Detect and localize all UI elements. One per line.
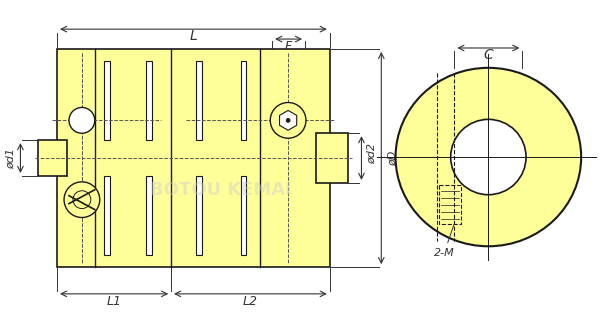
Text: L1: L1: [107, 295, 122, 308]
Circle shape: [64, 182, 100, 217]
Circle shape: [270, 102, 306, 138]
Polygon shape: [241, 61, 247, 140]
Text: L: L: [190, 29, 197, 43]
Ellipse shape: [395, 68, 581, 246]
Text: ød1: ød1: [5, 148, 16, 169]
Polygon shape: [104, 61, 110, 140]
Text: C: C: [484, 48, 493, 62]
Polygon shape: [104, 176, 110, 255]
Text: BOTOU KEMAI: BOTOU KEMAI: [150, 181, 292, 199]
Polygon shape: [196, 176, 202, 255]
Polygon shape: [146, 176, 152, 255]
Polygon shape: [439, 185, 461, 224]
Text: L2: L2: [243, 295, 258, 308]
Polygon shape: [146, 61, 152, 140]
Polygon shape: [280, 110, 296, 130]
Polygon shape: [316, 133, 347, 183]
Text: F: F: [285, 39, 292, 53]
Text: øD: øD: [388, 150, 398, 166]
Circle shape: [286, 118, 290, 122]
Polygon shape: [196, 61, 202, 140]
Text: 2-M: 2-M: [434, 207, 460, 258]
Text: ød2: ød2: [367, 142, 376, 163]
Polygon shape: [38, 140, 67, 176]
Circle shape: [69, 108, 95, 133]
Polygon shape: [57, 49, 330, 267]
Polygon shape: [241, 176, 247, 255]
Circle shape: [451, 120, 526, 195]
